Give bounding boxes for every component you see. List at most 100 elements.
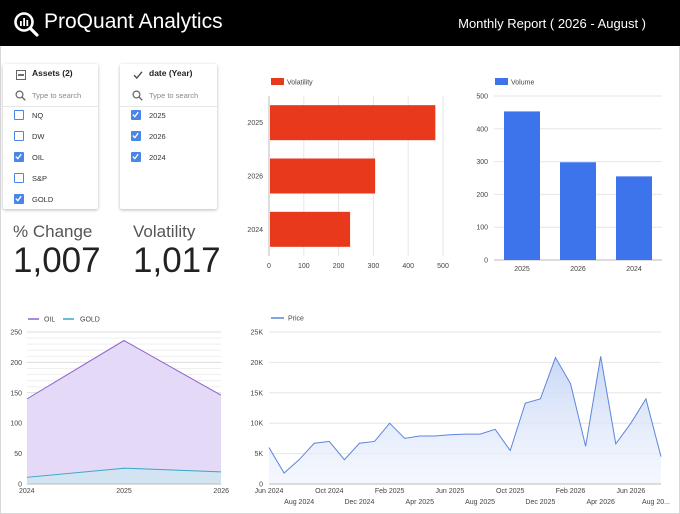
kpi-volatility-label: Volatility — [133, 222, 196, 241]
volatility-bar-chart: Volatility 0 100 200 300 400 500 2025 2026 2024 — [247, 78, 449, 270]
x-tick-label: Feb 2025 — [375, 488, 405, 495]
year-option-0[interactable]: 2025 — [120, 109, 217, 123]
x-tick-label: Jun 2025 — [436, 488, 465, 495]
area-gold — [27, 468, 221, 484]
assets-filter: Assets (2) Type to search NQ DW OIL S&P GOLD — [3, 64, 98, 209]
checkbox-checked-icon[interactable] — [14, 152, 24, 162]
x-tick-label: Dec 2024 — [344, 499, 374, 506]
year-filter: date (Year) Type to search 2025 2026 2024 — [120, 64, 217, 209]
x-tick-label: 100 — [298, 263, 310, 270]
y-tick-label: 400 — [476, 126, 488, 133]
y-tick-label: 2024 — [247, 227, 263, 234]
x-tick-label: Aug 2024 — [284, 499, 314, 506]
x-tick-label: Oct 2025 — [496, 488, 525, 495]
year-option-label: 2024 — [149, 153, 166, 162]
x-tick-label: 2024 — [626, 266, 642, 273]
y-tick-label: 0 — [18, 482, 22, 489]
year-option-1[interactable]: 2026 — [120, 130, 217, 144]
assets-option-2[interactable]: OIL — [3, 151, 98, 165]
line-oil[interactable] — [26, 339, 222, 400]
y-tick-label: 20K — [251, 360, 264, 367]
area-oil — [27, 340, 221, 484]
year-option-2[interactable]: 2024 — [120, 151, 217, 165]
assets-option-3[interactable]: S&P — [3, 172, 98, 186]
y-tick-label: 500 — [476, 94, 488, 101]
y-tick-label: 25K — [251, 330, 264, 337]
y-tick-label: 0 — [259, 482, 263, 489]
x-tick-label: 0 — [267, 263, 271, 270]
kpi-percent-change-value: 1,007 — [13, 241, 101, 280]
y-tick-label: 10K — [251, 421, 264, 428]
y-tick-label: 100 — [476, 225, 488, 232]
x-tick-label: 2024 — [19, 488, 35, 495]
checkbox-checked-icon[interactable] — [131, 152, 141, 162]
bar-volume-2024[interactable] — [616, 176, 652, 260]
checkbox-unchecked-icon[interactable] — [14, 131, 24, 141]
year-search-input[interactable]: Type to search — [120, 86, 217, 107]
y-tick-label: 5K — [254, 451, 263, 458]
checkbox-checked-icon[interactable] — [131, 131, 141, 141]
x-tick-label: 2025 — [116, 488, 132, 495]
x-tick-label: Dec 2025 — [525, 499, 555, 506]
assets-option-4[interactable]: GOLD — [3, 193, 98, 207]
line-gold[interactable] — [26, 467, 222, 478]
x-tick-label: Apr 2026 — [586, 499, 615, 506]
x-tick-label: Oct 2024 — [315, 488, 344, 495]
checkbox-unchecked-icon[interactable] — [14, 173, 24, 183]
line-price[interactable] — [268, 356, 662, 474]
bar-volume-2026[interactable] — [560, 162, 596, 260]
magnifier-analytics-icon — [14, 12, 39, 37]
y-tick-label: 250 — [10, 330, 22, 337]
price-area-chart: Price 0 5K 10K 15K 20K 25K Jun 2024 Oct 2024 Feb … — [251, 316, 670, 507]
legend-label-oil: OIL — [44, 317, 55, 324]
assets-option-label: GOLD — [32, 195, 54, 204]
y-tick-label: 2025 — [247, 120, 263, 127]
select-all-check-icon[interactable] — [133, 70, 143, 80]
legend-label-volatility: Volatility — [287, 80, 313, 87]
assets-option-label: S&P — [32, 174, 48, 183]
x-tick-label: Jun 2026 — [616, 488, 645, 495]
legend-label-gold: GOLD — [80, 317, 100, 324]
search-icon — [15, 90, 26, 101]
deselect-all-icon[interactable] — [16, 70, 26, 80]
checkbox-unchecked-icon[interactable] — [14, 110, 24, 120]
x-tick-label: 2026 — [213, 488, 229, 495]
assets-search-placeholder: Type to search — [32, 91, 82, 100]
assets-search-input[interactable]: Type to search — [3, 86, 98, 107]
x-tick-label: 200 — [333, 263, 345, 270]
search-icon — [132, 90, 143, 101]
report-period: Monthly Report ( 2026 - August ) — [458, 16, 646, 31]
assets-option-label: OIL — [32, 153, 45, 162]
checkbox-checked-icon[interactable] — [131, 110, 141, 120]
legend-swatch-volatility — [271, 78, 284, 85]
kpi-percent-change-label: % Change — [13, 222, 93, 241]
year-option-label: 2025 — [149, 111, 166, 120]
y-tick-label: 0 — [484, 258, 488, 265]
assets-option-1[interactable]: DW — [3, 130, 98, 144]
y-tick-label: 100 — [10, 421, 22, 428]
bar-volatility-2025[interactable] — [270, 105, 436, 141]
assets-option-label: NQ — [32, 111, 44, 120]
bar-volatility-2026[interactable] — [270, 158, 376, 194]
x-tick-label: Feb 2026 — [556, 488, 586, 495]
assets-filter-header[interactable]: Assets (2) — [3, 64, 98, 84]
x-tick-label: Apr 2025 — [406, 499, 435, 506]
checkbox-checked-icon[interactable] — [14, 194, 24, 204]
y-tick-label: 2026 — [247, 174, 263, 181]
x-tick-label: 2025 — [514, 266, 530, 273]
bar-volume-2025[interactable] — [504, 111, 540, 260]
y-tick-label: 15K — [251, 390, 264, 397]
assets-option-0[interactable]: NQ — [3, 109, 98, 123]
y-tick-label: 300 — [476, 159, 488, 166]
year-filter-title: date (Year) — [149, 68, 193, 78]
x-tick-label: 500 — [437, 263, 449, 270]
bar-volatility-2024[interactable] — [270, 211, 351, 247]
top-bar: ProQuant Analytics Monthly Report ( 2026… — [0, 0, 680, 46]
legend-swatch-volume — [495, 78, 508, 85]
year-filter-header[interactable]: date (Year) — [120, 64, 217, 84]
legend-label-volume: Volume — [511, 80, 534, 87]
y-tick-label: 150 — [10, 390, 22, 397]
oil-gold-area-chart: OIL GOLD 0 50 100 150 200 250 2024 2025 2026 — [10, 317, 229, 496]
x-tick-label: 400 — [402, 263, 414, 270]
area-price — [269, 356, 661, 484]
